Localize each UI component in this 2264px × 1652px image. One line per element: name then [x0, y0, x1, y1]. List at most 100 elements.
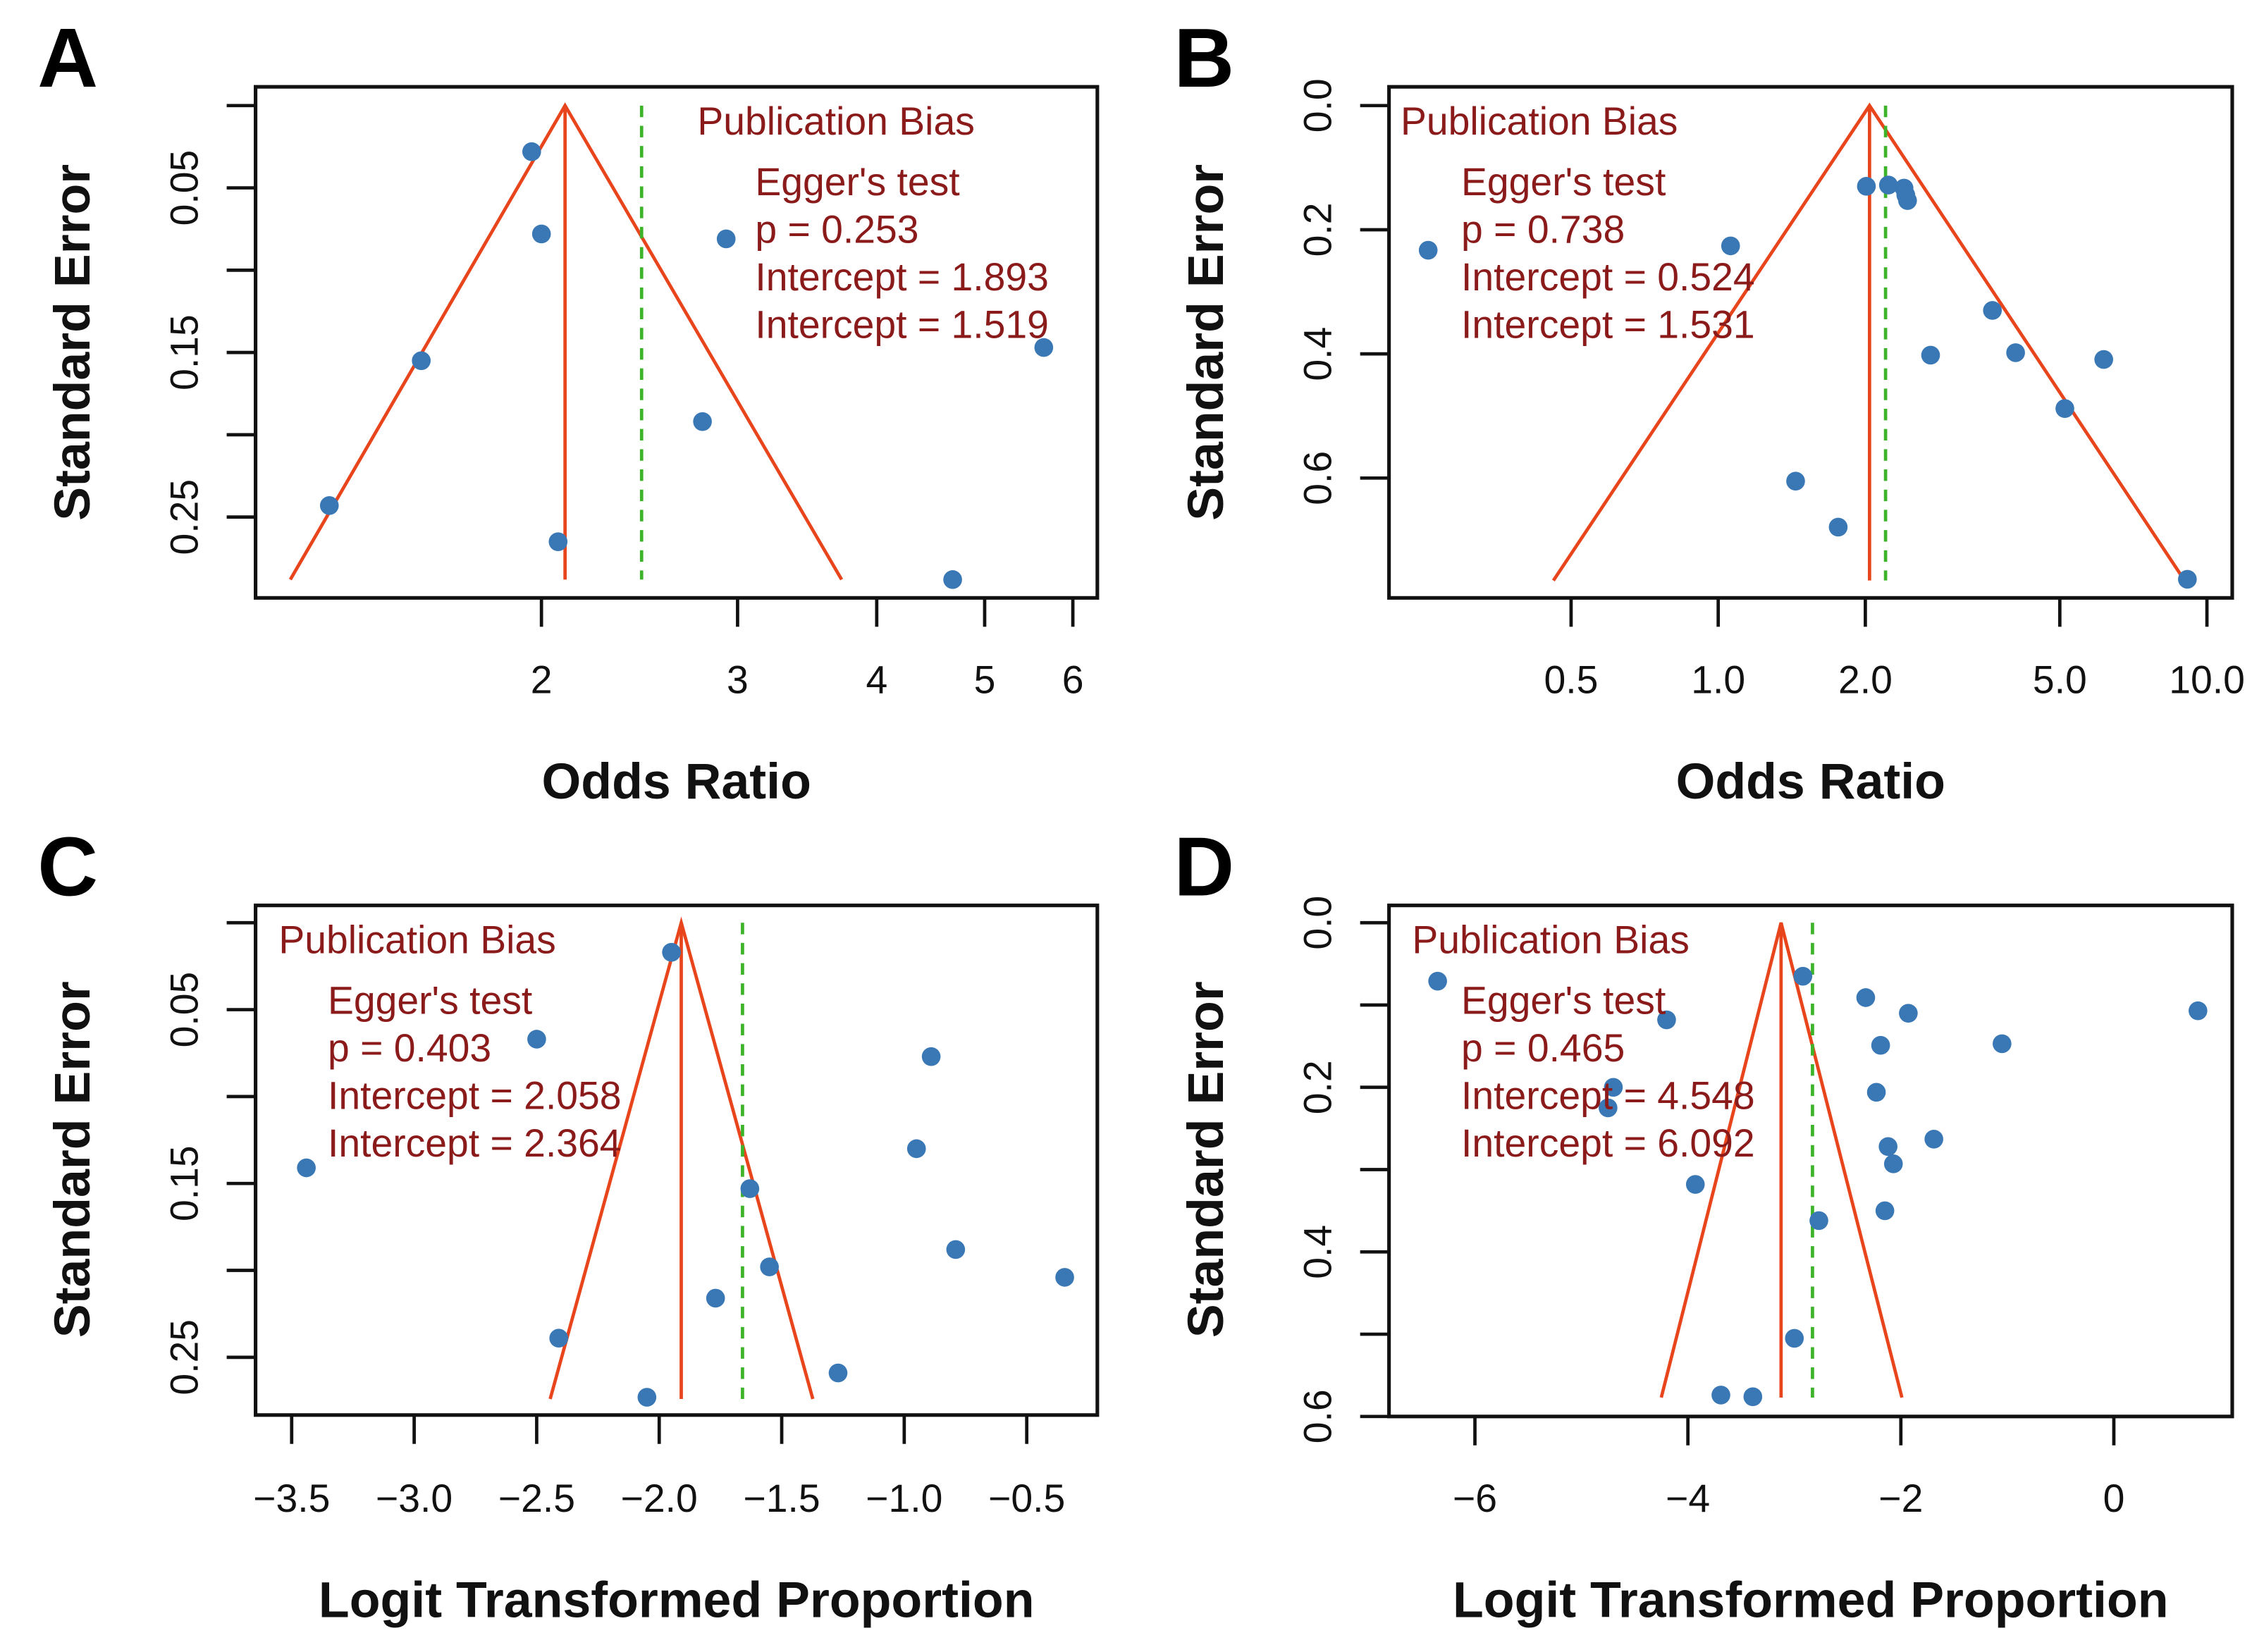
data-point	[1899, 1004, 1918, 1023]
data-point	[1793, 966, 1813, 986]
data-point	[943, 570, 962, 589]
x-tick-label: −3.5	[253, 1477, 330, 1520]
data-point	[1428, 971, 1447, 991]
data-point	[716, 229, 736, 249]
egger-test-line: p = 0.403	[328, 1026, 491, 1070]
y-axis-title: Standard Error	[44, 164, 101, 521]
data-point	[1604, 1078, 1623, 1097]
x-tick-label: 0	[2103, 1477, 2125, 1520]
data-point	[1857, 177, 1876, 196]
y-tick-label: 0.4	[1296, 1225, 1340, 1279]
data-point	[2177, 569, 2197, 589]
data-point	[1875, 1201, 1895, 1221]
x-tick-label: −4	[1666, 1477, 1710, 1520]
x-tick-label: −1.0	[866, 1477, 942, 1520]
y-tick-label: 0.25	[163, 479, 207, 555]
egger-test-line: p = 0.465	[1461, 1026, 1625, 1070]
x-tick-label: 4	[866, 658, 887, 702]
publication-bias-title: Publication Bias	[278, 918, 555, 961]
y-axis-title: Standard Error	[44, 981, 101, 1338]
data-point	[1743, 1387, 1763, 1407]
x-tick-label: 0.5	[1544, 658, 1599, 702]
data-point	[1856, 988, 1876, 1007]
y-tick-label: 0.2	[1296, 1060, 1340, 1114]
data-point	[1921, 345, 1940, 365]
data-point	[297, 1158, 316, 1178]
panel-letter: B	[1174, 11, 1234, 105]
plot-frame	[254, 904, 1100, 1417]
publication-bias-title: Publication Bias	[697, 99, 974, 143]
y-tick-label: 0.05	[163, 150, 207, 226]
y-tick-label: 0.0	[1296, 896, 1340, 950]
data-point	[828, 1363, 848, 1383]
x-tick-label: 2	[531, 658, 553, 702]
data-point	[921, 1047, 941, 1066]
panel-d: D −6 −4 −2 0 0.0 0.2 0.4 0.6 Logit Transformed Pr…	[1174, 820, 2234, 1629]
x-tick-label: −0.5	[988, 1477, 1065, 1520]
y-tick-label: 0.05	[163, 972, 207, 1048]
egger-test-line: Intercept = 6.092	[1461, 1121, 1755, 1165]
data-point	[1034, 338, 1054, 357]
publication-bias-title: Publication Bias	[1401, 99, 1678, 143]
data-point	[760, 1257, 779, 1276]
y-axis-title: Standard Error	[1178, 164, 1234, 521]
data-point	[412, 351, 431, 371]
data-point	[548, 532, 568, 551]
x-tick-label: −1.5	[743, 1477, 820, 1520]
x-axis-title: Logit Transformed Proportion	[319, 1572, 1035, 1629]
data-point	[706, 1288, 725, 1308]
data-point	[1599, 1098, 1618, 1118]
x-tick-label: 3	[727, 658, 749, 702]
plot-frame	[254, 85, 1100, 600]
egger-test-line: Intercept = 0.524	[1461, 255, 1755, 299]
data-point	[531, 224, 551, 244]
x-axis-title: Odds Ratio	[1676, 753, 1945, 810]
egger-test-line: Intercept = 4.548	[1461, 1073, 1755, 1117]
x-tick-label: 10.0	[2169, 658, 2245, 702]
egger-test-line: Intercept = 1.893	[755, 255, 1049, 299]
data-point	[1993, 1034, 2012, 1054]
data-point	[693, 412, 712, 431]
x-tick-label: 2.0	[1838, 658, 1893, 702]
data-point	[319, 495, 339, 515]
panel-letter: A	[37, 11, 98, 105]
x-tick-label: −2	[1878, 1477, 1923, 1520]
x-tick-label: 5	[974, 658, 996, 702]
publication-bias-title: Publication Bias	[1412, 918, 1689, 961]
y-tick-label: 0.4	[1296, 327, 1340, 381]
data-point	[1711, 1386, 1730, 1405]
data-point	[522, 142, 541, 161]
egger-test-line: Egger's test	[1461, 978, 1666, 1022]
y-tick-label: 0.6	[1296, 451, 1340, 505]
egger-test-line: Egger's test	[328, 978, 532, 1022]
data-point	[1418, 240, 1438, 260]
data-point	[2055, 399, 2074, 418]
data-point	[1897, 191, 1917, 210]
x-tick-label: −2.0	[621, 1477, 698, 1520]
egger-test-line: Egger's test	[1461, 160, 1666, 204]
x-tick-label: 6	[1062, 658, 1084, 702]
y-tick-label: 0.0	[1296, 78, 1340, 132]
panel-c: C −3.5 −3.0 −2.5 −2.0 −1.5 −1.0 −0.5 0.05 0.15 0.2…	[37, 820, 1100, 1629]
data-point	[1685, 1175, 1705, 1194]
panel-letter: C	[37, 820, 98, 913]
data-point	[1878, 175, 1898, 195]
data-point	[1866, 1083, 1886, 1102]
x-tick-label: −3.0	[376, 1477, 453, 1520]
data-point	[946, 1240, 966, 1259]
y-tick-label: 0.2	[1296, 203, 1340, 257]
data-point	[1871, 1035, 1890, 1055]
egger-test-line: p = 0.253	[755, 207, 918, 251]
plot-frame	[1387, 85, 2234, 600]
data-point	[1785, 1329, 1804, 1348]
data-point	[906, 1139, 926, 1159]
plot-frame	[1387, 904, 2234, 1419]
y-axis-title: Standard Error	[1178, 981, 1234, 1338]
data-point	[2094, 350, 2113, 369]
data-point	[1828, 517, 1848, 537]
egger-test-line: Intercept = 1.519	[755, 303, 1049, 347]
y-tick-label: 0.15	[163, 1145, 207, 1221]
egger-test-line: p = 0.738	[1461, 207, 1625, 251]
y-tick-label: 0.6	[1296, 1389, 1340, 1443]
